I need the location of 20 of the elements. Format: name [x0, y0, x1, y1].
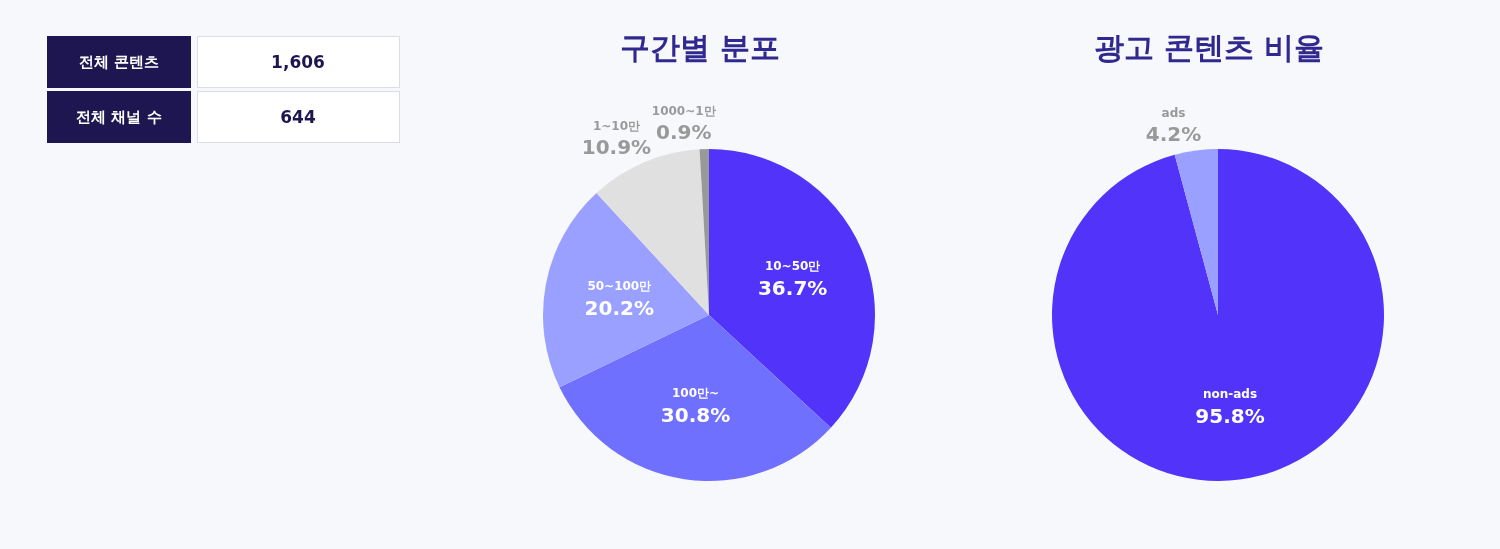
data-label: 20.2% [584, 295, 654, 320]
data-label: 95.8% [1195, 403, 1265, 428]
data-label: 4.2% [1145, 121, 1202, 146]
slice-label: 1000~1만 [651, 104, 716, 119]
text: 644 [280, 107, 316, 127]
chart-title: 광고 콘텐츠 비율 [1093, 30, 1325, 65]
category-label: 전체 콘텐츠 [78, 53, 160, 71]
text: 1,606 [271, 52, 325, 72]
data-label: 0.9% [655, 120, 712, 145]
slice-label: 10~50만 [764, 259, 821, 274]
chart-title: 구간별 분포 [619, 30, 781, 65]
slice-label: non-ads [1202, 386, 1258, 401]
data-label: 10.9% [581, 134, 652, 159]
slice-label: 1~10만 [592, 118, 640, 133]
data-label: 30.8% [660, 403, 731, 428]
slice-label: 50~100만 [587, 278, 652, 293]
slice-label: ads [1161, 105, 1186, 120]
slice-label: 100만~ [671, 386, 720, 401]
category-label: 전체 채널 수 [76, 108, 162, 126]
data-label: 36.7% [757, 276, 828, 301]
